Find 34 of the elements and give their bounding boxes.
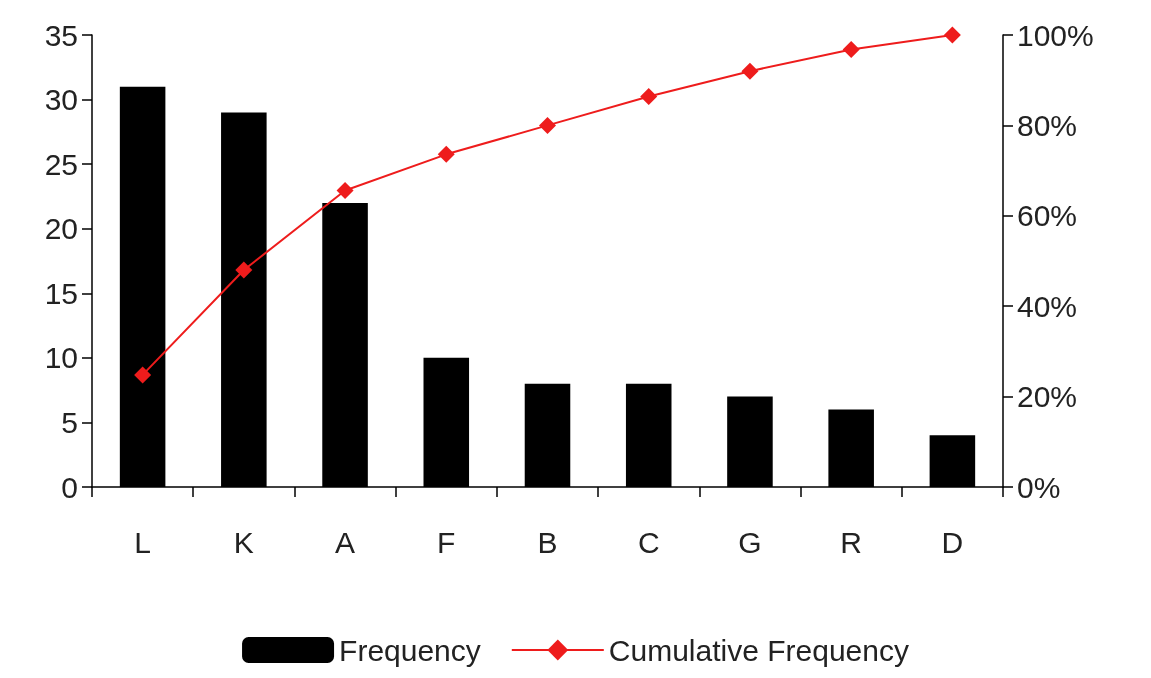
point	[842, 40, 860, 58]
x-tick-label: C	[637, 525, 660, 559]
point	[437, 145, 455, 163]
point	[336, 181, 354, 199]
point	[943, 26, 961, 44]
point	[640, 87, 658, 105]
point	[741, 62, 759, 80]
x-tick-label: L	[134, 525, 151, 559]
point	[134, 366, 152, 384]
y2-tick-label: 0%	[1017, 470, 1061, 504]
y-tick-label: 35	[44, 18, 78, 52]
y2-tick-label: 60%	[1017, 199, 1078, 233]
x-tick-label: A	[335, 525, 356, 559]
point	[235, 261, 253, 279]
x-tick-label: K	[233, 525, 254, 559]
x-tick-label: D	[941, 525, 964, 559]
y2-tick-label: 80%	[1017, 108, 1078, 142]
point	[539, 116, 556, 134]
y-tick-label: 30	[44, 83, 78, 117]
y-tick-label: 5	[61, 405, 78, 439]
y2-tick-label: 40%	[1017, 289, 1078, 323]
y-tick-label: 15	[44, 276, 78, 310]
x-tick-label: F	[437, 525, 456, 559]
y2-tick-label: 20%	[1017, 380, 1078, 414]
x-tick-label: G	[738, 525, 762, 559]
y-tick-label: 10	[44, 341, 78, 375]
legend-label: Cumulative Frequency	[608, 633, 909, 667]
x-tick-label: B	[537, 525, 558, 559]
y2-tick-label: 100%	[1017, 18, 1094, 52]
legend-label: Frequency	[339, 633, 481, 667]
y-tick-label: 25	[44, 147, 78, 181]
y-tick-label: 20	[44, 212, 78, 246]
x-tick-label: R	[840, 525, 862, 559]
y-tick-label: 0	[61, 470, 78, 504]
